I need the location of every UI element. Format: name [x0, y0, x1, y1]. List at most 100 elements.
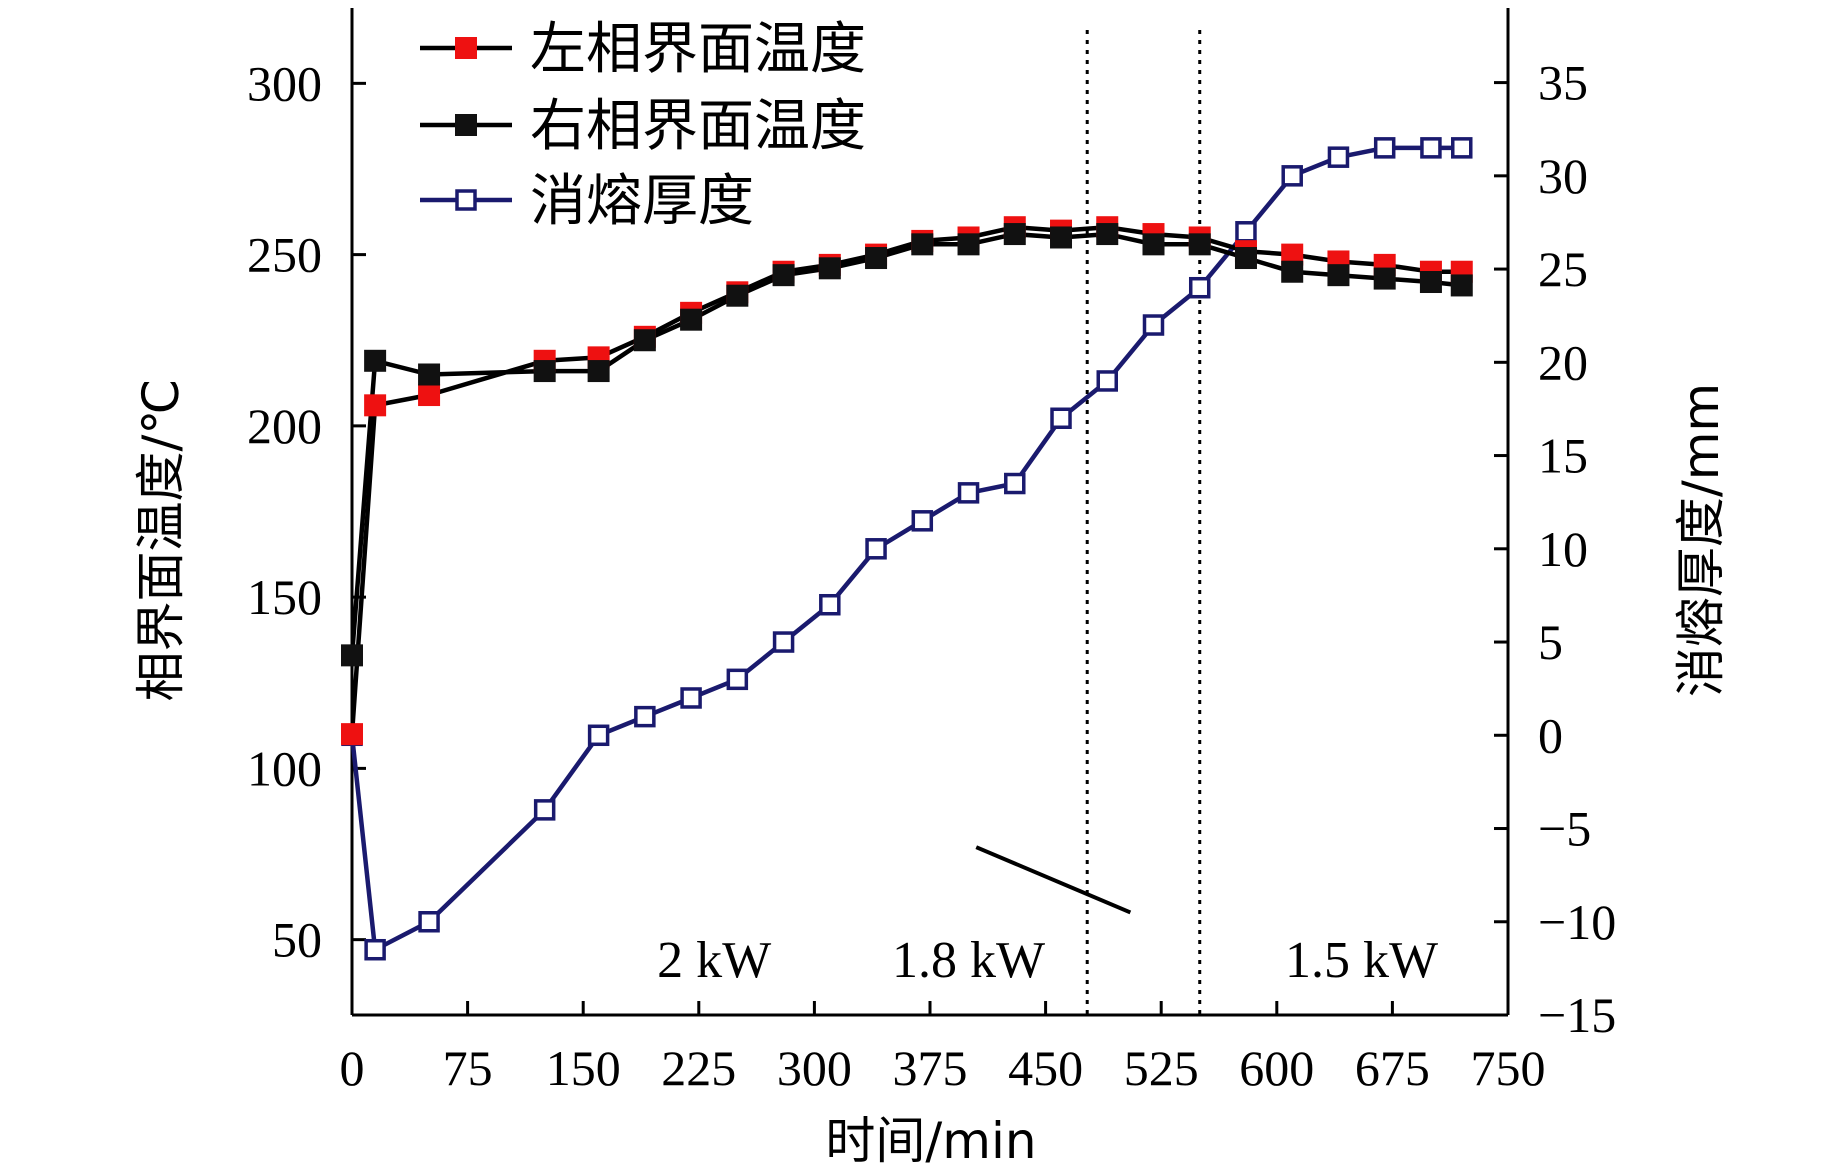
- data-point: [634, 705, 656, 728]
- y-right-axis-title: 消熔厚度/mm: [1672, 383, 1730, 697]
- y-left-tick-label: 150: [247, 569, 322, 625]
- pointer-line: [975, 845, 1132, 915]
- data-point: [341, 644, 363, 667]
- y-right-tick-label: 25: [1538, 241, 1588, 297]
- data-point: [957, 482, 980, 504]
- data-point: [587, 360, 610, 383]
- power-label: 1.5 kW: [1285, 932, 1438, 989]
- series-line: [349, 231, 1463, 656]
- data-point: [1419, 271, 1442, 294]
- y-right-tick-label: −5: [1538, 801, 1591, 857]
- data-point: [1450, 274, 1473, 297]
- legend-marker: [455, 114, 477, 136]
- data-point: [680, 687, 702, 709]
- data-point: [818, 257, 841, 280]
- data-point: [1142, 314, 1165, 336]
- x-tick-label: 375: [893, 1040, 968, 1096]
- data-point: [726, 668, 749, 691]
- legend-label: 右相界面温度: [530, 94, 866, 159]
- y-right-tick-label: 0: [1538, 707, 1563, 763]
- axis-titles: 时间/min 相界面温度/℃ 消熔厚度/mm: [132, 379, 1730, 1170]
- data-point: [1096, 223, 1119, 246]
- data-point: [1235, 221, 1257, 243]
- data-point: [1142, 233, 1165, 256]
- series-markers: [341, 137, 1473, 961]
- x-axis-title: 时间/min: [825, 1112, 1036, 1170]
- data-point: [1188, 233, 1211, 256]
- data-point: [533, 799, 556, 821]
- data-point: [341, 723, 363, 746]
- data-point: [1003, 223, 1026, 246]
- data-point: [1234, 247, 1257, 270]
- y-right-tick-label: 35: [1538, 55, 1588, 111]
- data-point: [1050, 407, 1072, 430]
- data-point: [1281, 165, 1303, 187]
- annotations: 2 kW 1.8 kW 1.5 kW: [657, 845, 1438, 989]
- data-point: [1327, 146, 1350, 168]
- power-label: 2 kW: [657, 932, 771, 989]
- x-tick-label: 300: [777, 1040, 852, 1096]
- data-point: [1188, 276, 1211, 299]
- ticks: 0 75 150 225 300 375 450 525 600 675 7505010015020…: [247, 55, 1616, 1096]
- legend-marker: [455, 37, 477, 59]
- data-point: [364, 938, 386, 961]
- series-line: [349, 224, 1462, 735]
- data-point: [1004, 472, 1026, 495]
- y-right-tick-label: 20: [1538, 334, 1588, 390]
- x-tick-label: 750: [1471, 1040, 1546, 1096]
- data-point: [957, 233, 980, 256]
- x-tick-label: 450: [1008, 1040, 1083, 1096]
- data-point: [1420, 137, 1442, 159]
- y-left-tick-label: 100: [247, 740, 322, 796]
- data-point: [911, 233, 934, 256]
- data-point: [1281, 260, 1304, 283]
- x-tick-label: 525: [1124, 1040, 1199, 1096]
- x-tick-label: 75: [443, 1040, 493, 1096]
- data-point: [772, 264, 795, 287]
- y-right-tick-label: 30: [1538, 148, 1588, 204]
- data-point: [418, 363, 441, 386]
- x-tick-label: 225: [661, 1040, 736, 1096]
- data-point: [1451, 137, 1473, 159]
- data-point: [1327, 264, 1350, 287]
- data-point: [865, 247, 888, 270]
- data-point: [680, 308, 703, 331]
- data-point: [1373, 137, 1396, 159]
- data-point: [1096, 370, 1119, 392]
- y-right-tick-label: 15: [1538, 428, 1588, 484]
- y-left-tick-label: 300: [247, 55, 322, 111]
- y-right-tick-label: −15: [1538, 987, 1616, 1043]
- legend-marker: [455, 189, 477, 211]
- x-tick-label: 150: [546, 1040, 621, 1096]
- power-boundaries: [1085, 30, 1202, 1015]
- data-point: [865, 538, 887, 560]
- data-point: [533, 360, 556, 383]
- data-point: [633, 329, 656, 352]
- data-point: [418, 911, 440, 933]
- data-point: [587, 724, 610, 747]
- data-point: [1050, 226, 1073, 249]
- data-point: [772, 631, 795, 653]
- power-label: 1.8 kW: [892, 932, 1045, 989]
- legend-label: 消熔厚度: [530, 169, 754, 234]
- x-tick-label: 600: [1239, 1040, 1314, 1096]
- data-point: [911, 510, 934, 532]
- legend-label: 左相界面温度: [530, 17, 866, 82]
- y-right-tick-label: −10: [1538, 894, 1616, 950]
- data-point: [819, 593, 841, 616]
- y-left-axis-title: 相界面温度/℃: [132, 379, 190, 702]
- data-point: [1281, 243, 1304, 266]
- data-point: [726, 284, 749, 307]
- data-point: [364, 349, 387, 372]
- data-point: [364, 394, 387, 417]
- x-tick-label: 0: [340, 1040, 365, 1096]
- y-right-tick-label: 10: [1538, 521, 1588, 577]
- x-tick-label: 675: [1355, 1040, 1430, 1096]
- y-left-tick-label: 200: [247, 398, 322, 454]
- y-left-tick-label: 50: [272, 912, 322, 968]
- data-point: [1373, 267, 1396, 290]
- y-right-tick-label: 5: [1538, 614, 1563, 670]
- data-point: [418, 384, 441, 407]
